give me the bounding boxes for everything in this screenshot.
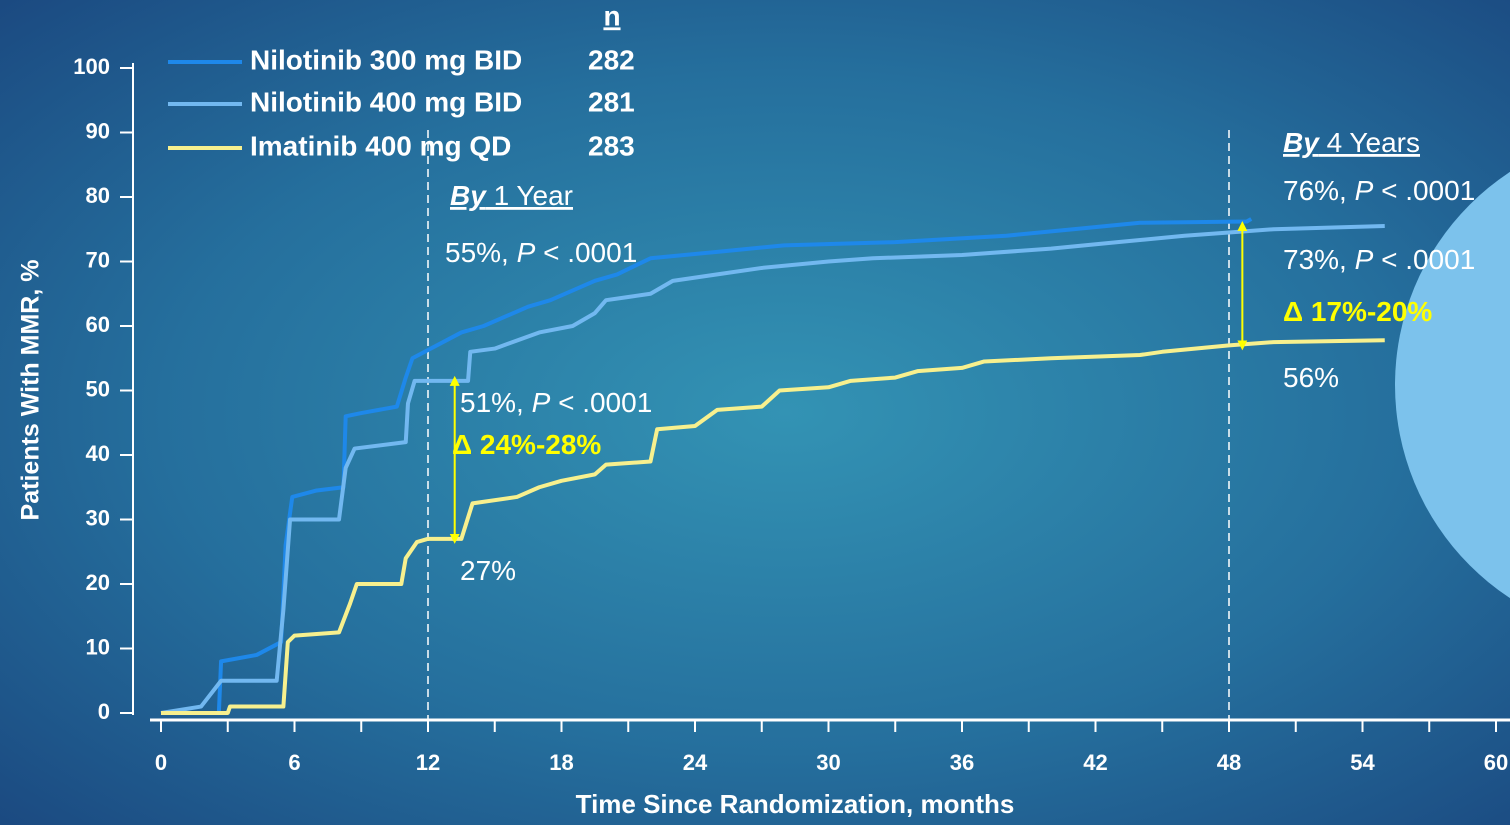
annotation-part: P (517, 237, 536, 268)
x-tick-label: 12 (416, 750, 440, 775)
legend-n: 282 (588, 44, 635, 75)
annotation: 56% (1283, 362, 1339, 393)
annotation-part: By (1283, 127, 1320, 158)
y-axis-label: Patients With MMR, % (17, 260, 45, 521)
x-tick-label: 24 (683, 750, 708, 775)
annotation-part: P (532, 387, 551, 418)
annotation: Δ 17%-20% (1283, 296, 1432, 327)
y-tick-label: 20 (86, 570, 110, 595)
annotation: 27% (460, 555, 516, 586)
annotation-part: 73%, (1283, 244, 1355, 275)
annotation-part: 27% (460, 555, 516, 586)
y-tick-label: 60 (86, 312, 110, 337)
annotation-part: < .0001 (1373, 244, 1475, 275)
y-tick-label: 70 (86, 247, 110, 272)
annotation-part: P (1355, 175, 1374, 206)
annotation-part: By (450, 180, 487, 211)
annotation: 55%, P < .0001 (445, 237, 637, 268)
annotation-part: < .0001 (550, 387, 652, 418)
annotation-part: 51%, (460, 387, 532, 418)
annotation-part: < .0001 (1373, 175, 1475, 206)
legend-label: Imatinib 400 mg QD (250, 130, 511, 161)
annotation: 76%, P < .0001 (1283, 175, 1475, 206)
x-tick-label: 54 (1350, 750, 1375, 775)
annotation: 51%, P < .0001 (460, 387, 652, 418)
x-tick-label: 36 (950, 750, 974, 775)
annotation-part: 1 Year (486, 180, 573, 211)
annotation-part: < .0001 (535, 237, 637, 268)
x-tick-label: 30 (816, 750, 840, 775)
page: Patients With MMR, % Time Since Randomiz… (0, 0, 1510, 825)
annotation-part: Δ 17%-20% (1283, 296, 1432, 327)
x-tick-label: 48 (1217, 750, 1241, 775)
annotation: 73%, P < .0001 (1283, 244, 1475, 275)
y-tick-label: 50 (86, 376, 110, 401)
y-tick-label: 40 (86, 441, 110, 466)
y-tick-label: 0 (98, 699, 110, 724)
x-tick-label: 0 (155, 750, 167, 775)
legend-n: 281 (588, 86, 635, 117)
annotation-part: Δ 24%-28% (452, 429, 601, 460)
x-tick-label: 42 (1083, 750, 1107, 775)
background (0, 0, 1510, 825)
annotation-part: 76%, (1283, 175, 1355, 206)
x-tick-label: 18 (549, 750, 573, 775)
n-header: n (603, 0, 620, 31)
x-tick-label: 6 (288, 750, 300, 775)
y-tick-label: 90 (86, 118, 110, 143)
y-tick-label: 10 (86, 634, 110, 659)
legend-label: Nilotinib 400 mg BID (250, 86, 522, 117)
y-tick-label: 30 (86, 505, 110, 530)
annotation-part: 55%, (445, 237, 517, 268)
annotation-part: P (1355, 244, 1374, 275)
legend-label: Nilotinib 300 mg BID (250, 44, 522, 75)
x-axis-label: Time Since Randomization, months (576, 789, 1015, 819)
annotation: By 1 Year (450, 180, 573, 211)
y-tick-label: 100 (73, 54, 110, 79)
annotation-part: 4 Years (1319, 127, 1420, 158)
annotation-part: 56% (1283, 362, 1339, 393)
x-tick-label: 60 (1484, 750, 1508, 775)
y-tick-label: 80 (86, 183, 110, 208)
legend-n: 283 (588, 130, 635, 161)
chart: Patients With MMR, % Time Since Randomiz… (0, 0, 1510, 825)
annotation: Δ 24%-28% (452, 429, 601, 460)
annotation: By 4 Years (1283, 127, 1420, 158)
